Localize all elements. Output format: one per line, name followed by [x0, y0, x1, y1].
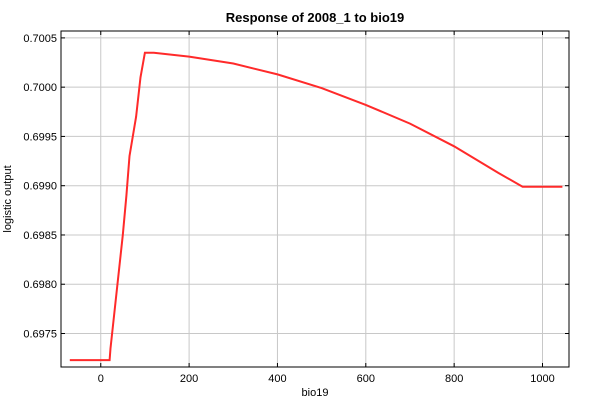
x-tick-label: 1000 [530, 373, 554, 385]
plot-frame [60, 30, 570, 368]
y-tick-label: 0.7005 [23, 33, 57, 45]
y-tick-label: 0.6985 [23, 230, 57, 242]
y-axis-label: logistic output [2, 165, 14, 232]
y-tick-label: 0.6995 [23, 131, 57, 143]
x-tick-label: 200 [180, 373, 198, 385]
chart-title: Response of 2008_1 to bio19 [226, 10, 404, 25]
x-tick-label: 400 [268, 373, 286, 385]
x-tick-label: 0 [98, 373, 104, 385]
tick-layer: 0 200 400 600 800 1000 0.6975 0.6980 0.6985 0.699… [23, 31, 569, 385]
x-tick-label: 600 [357, 373, 375, 385]
series-line [69, 51, 563, 362]
y-tick-label: 0.7000 [23, 82, 57, 94]
x-tick-label: 800 [445, 373, 463, 385]
y-tick-label: 0.6975 [23, 328, 57, 340]
y-tick-label: 0.6980 [23, 279, 57, 291]
y-tick-label: 0.6990 [23, 181, 57, 193]
x-axis-label: bio19 [302, 387, 329, 399]
grid-layer [61, 31, 569, 367]
